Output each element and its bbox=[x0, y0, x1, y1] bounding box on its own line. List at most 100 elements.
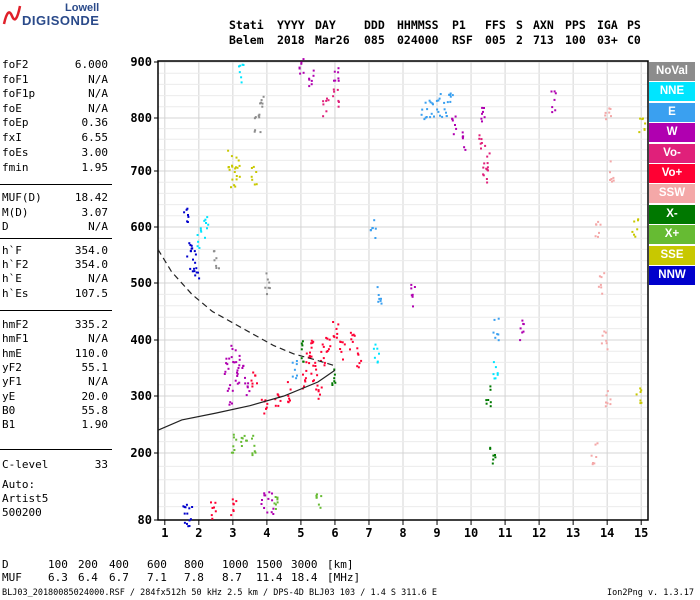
echo-point-x bbox=[489, 401, 492, 404]
header-label-9: PPS bbox=[565, 18, 586, 32]
echo-point-vo bbox=[310, 339, 313, 342]
param-value: N/A bbox=[88, 102, 108, 115]
echo-point-w bbox=[226, 389, 229, 392]
param-value: 6.000 bbox=[74, 58, 108, 71]
echo-point-x bbox=[273, 502, 276, 505]
echo-point-e bbox=[371, 227, 374, 229]
echo-point-ssw bbox=[603, 272, 606, 275]
echo-point-x bbox=[300, 348, 303, 351]
echo-point-ssw bbox=[604, 111, 607, 114]
echo-point-sse bbox=[253, 183, 256, 186]
echo-point-vo bbox=[309, 356, 312, 359]
muf-table-distance-label: D bbox=[2, 558, 9, 571]
echo-point-ssw bbox=[601, 334, 604, 337]
echo-point-e bbox=[432, 103, 434, 106]
echo-point-sse bbox=[633, 220, 636, 223]
echo-point-vo bbox=[322, 345, 325, 348]
echo-point-nne bbox=[496, 372, 499, 375]
param-name: fxI bbox=[2, 131, 22, 144]
echo-point-nne bbox=[492, 373, 495, 376]
echo-point-nne bbox=[241, 63, 244, 66]
echo-point-w bbox=[230, 356, 233, 359]
echo-point-nnw bbox=[183, 521, 186, 524]
echo-point-noval bbox=[213, 259, 216, 262]
x-tick-label: 1 bbox=[161, 526, 168, 540]
echo-point-vo bbox=[304, 380, 307, 383]
echo-point-w bbox=[519, 339, 522, 342]
echo-point-w bbox=[481, 106, 484, 109]
echo-point-vo bbox=[214, 510, 217, 513]
muf-table-distance-value: 1500 bbox=[256, 558, 283, 571]
param-value: 33 bbox=[94, 458, 108, 471]
echo-point-vo bbox=[312, 340, 315, 343]
x-tick-label: 2 bbox=[195, 526, 202, 540]
echo-point-vo bbox=[350, 338, 353, 341]
echo-point-ssw bbox=[608, 111, 611, 114]
echo-point-x bbox=[331, 382, 334, 385]
param-row-clevel: C-level 33 bbox=[2, 458, 108, 472]
param-separator bbox=[0, 310, 112, 311]
echo-point-sse bbox=[235, 175, 238, 177]
echo-point-vo bbox=[327, 99, 330, 102]
echo-point-nne bbox=[206, 216, 209, 219]
echo-point-nne bbox=[240, 76, 243, 79]
echo-point-vo bbox=[320, 386, 323, 389]
echo-point-w bbox=[455, 127, 458, 130]
echo-point-w bbox=[410, 287, 413, 290]
echo-point-w bbox=[231, 402, 233, 405]
echo-point-w bbox=[268, 491, 271, 494]
echo-point-w bbox=[461, 131, 464, 134]
param-row-foe: foE N/A bbox=[2, 102, 108, 116]
echo-point-ssw bbox=[606, 348, 609, 351]
echo-point-x bbox=[252, 434, 255, 437]
echo-point-vo bbox=[486, 166, 489, 169]
echo-point-w bbox=[551, 111, 554, 114]
echo-point-vo bbox=[329, 345, 332, 348]
echo-point-vo bbox=[339, 348, 342, 350]
echo-point-nne bbox=[374, 343, 377, 346]
echo-point-nne bbox=[196, 234, 199, 236]
echo-point-ssw bbox=[595, 223, 598, 226]
echo-point-ssw bbox=[605, 342, 608, 345]
echo-point-nnw bbox=[189, 267, 192, 270]
echo-point-noval bbox=[258, 116, 261, 119]
echo-point-vo bbox=[314, 361, 317, 364]
echo-point-sse bbox=[234, 185, 237, 188]
echo-point-e bbox=[378, 297, 381, 300]
echo-point-w bbox=[223, 373, 226, 375]
echo-point-e bbox=[293, 368, 296, 371]
echo-point-vo bbox=[351, 334, 354, 337]
echo-point-x bbox=[232, 433, 235, 436]
echo-point-ssw bbox=[598, 231, 600, 234]
echo-point-w bbox=[270, 511, 273, 514]
echo-point-vo bbox=[323, 361, 326, 364]
echo-point-ssw bbox=[608, 107, 611, 110]
param-name: foF1p bbox=[2, 87, 36, 100]
echo-point-vo bbox=[328, 338, 331, 341]
header-value-9: 100 bbox=[565, 33, 586, 47]
header-value-3: 085 bbox=[364, 33, 385, 47]
echo-point-w bbox=[483, 116, 486, 119]
echo-point-ssw bbox=[591, 463, 594, 466]
echo-point-vo bbox=[326, 97, 328, 100]
echo-point-x bbox=[232, 436, 235, 439]
echo-point-ssw bbox=[609, 403, 612, 406]
muf-table-muf-value: 8.7 bbox=[222, 571, 242, 584]
muf-table-muf-value: 7.8 bbox=[184, 571, 204, 584]
echo-point-e bbox=[448, 93, 451, 96]
echo-point-sse bbox=[255, 183, 258, 186]
echo-point-w bbox=[264, 494, 267, 497]
header-label-2: DAY bbox=[315, 18, 336, 32]
x-tick-label: 7 bbox=[365, 526, 372, 540]
echo-point-vo bbox=[332, 321, 335, 323]
echo-point-vo bbox=[235, 500, 238, 503]
echo-point-x bbox=[489, 446, 492, 449]
y-tick-label: 400 bbox=[130, 333, 152, 347]
echo-point-w bbox=[454, 124, 456, 126]
echo-point-sse bbox=[234, 167, 237, 170]
echo-point-e bbox=[429, 116, 432, 119]
echo-point-vo bbox=[315, 368, 318, 371]
echo-point-sse bbox=[231, 165, 234, 168]
echo-point-ssw bbox=[599, 223, 602, 226]
param-row-b1: B1 1.90 bbox=[2, 418, 108, 432]
